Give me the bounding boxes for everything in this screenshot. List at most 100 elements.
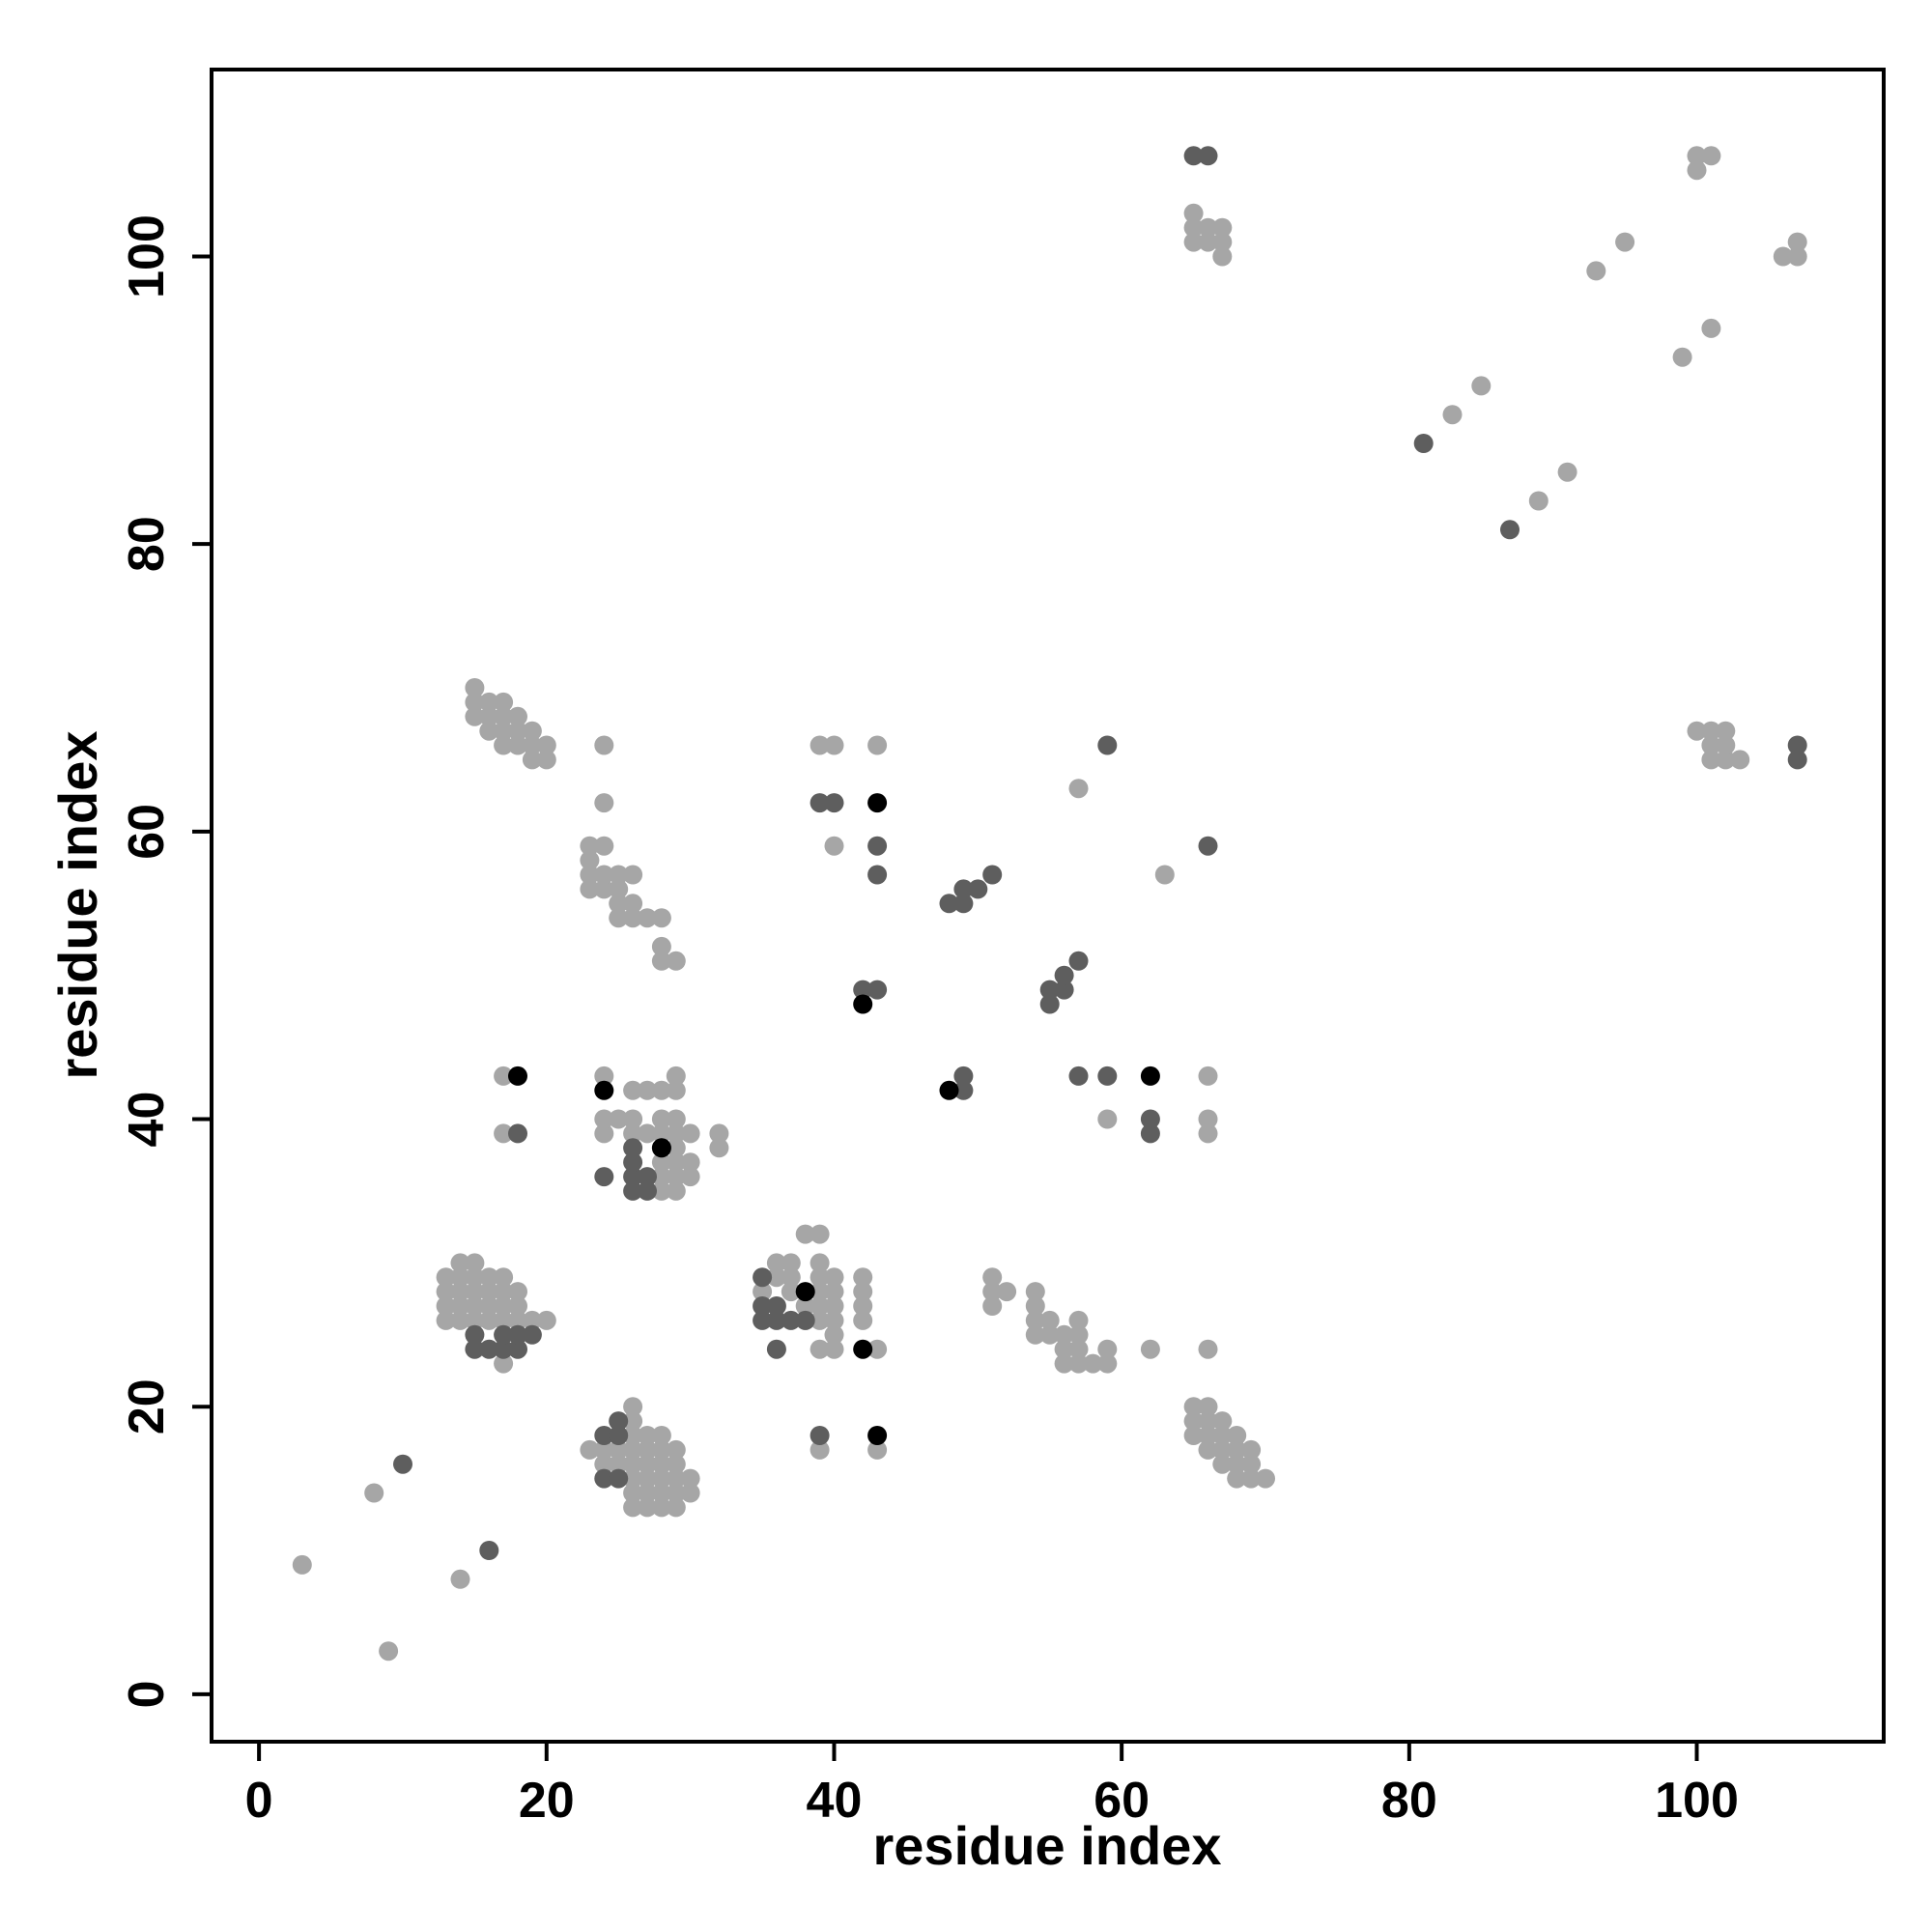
data-point-light-120	[594, 735, 614, 755]
data-point-light-81	[680, 1468, 700, 1489]
data-point-mid-10	[594, 1468, 614, 1489]
data-point-light-74	[651, 1426, 671, 1445]
data-point-light-122	[609, 894, 629, 914]
data-point-light-75	[666, 1497, 686, 1518]
data-point-light-97	[651, 1109, 671, 1129]
data-point-light-149	[824, 1339, 844, 1359]
data-point-light-24	[494, 1296, 514, 1316]
data-point-light-171	[1025, 1310, 1045, 1330]
data-point-light-84	[594, 1123, 614, 1144]
data-point-light-90	[623, 1080, 643, 1100]
data-point-light-110	[709, 1138, 729, 1158]
data-point-light-45	[522, 750, 542, 770]
data-point-light-119	[594, 793, 614, 813]
x-tick-label: 40	[807, 1773, 863, 1829]
data-point-light-131	[651, 908, 671, 928]
data-point-light-69	[651, 1497, 671, 1518]
data-point-light-79	[666, 1439, 686, 1460]
x-tick-label: 0	[245, 1773, 273, 1829]
data-point-light-105	[666, 1080, 686, 1100]
data-point-light-77	[666, 1468, 686, 1489]
data-point-light-188	[1183, 1426, 1204, 1445]
data-point-light-128	[638, 908, 657, 928]
data-point-mid-39	[939, 894, 959, 914]
data-point-light-94	[651, 1167, 671, 1187]
data-point-light-196	[1212, 1439, 1233, 1460]
data-point-light-33	[465, 692, 485, 712]
data-point-mid-62	[1787, 735, 1807, 755]
data-point-light-147	[810, 1253, 830, 1273]
data-point-light-73	[651, 1439, 671, 1460]
data-point-light-118	[594, 836, 614, 856]
data-point-light-177	[1054, 1339, 1074, 1359]
y-tick-label: 80	[119, 516, 175, 572]
data-point-light-102	[666, 1138, 686, 1158]
data-point-light-127	[623, 865, 643, 885]
data-point-light-58	[623, 1454, 643, 1474]
data-point-mid-2	[465, 1339, 485, 1359]
data-point-light-114	[580, 850, 600, 870]
data-point-light-85	[594, 1109, 614, 1129]
data-point-light-32	[465, 706, 485, 726]
y-tick-label: 100	[119, 214, 175, 298]
data-point-mid-56	[1198, 836, 1218, 856]
data-point-light-138	[781, 1253, 801, 1273]
data-point-light-153	[824, 1282, 844, 1302]
data-point-light-103	[666, 1123, 686, 1144]
data-point-light-133	[753, 1282, 773, 1302]
data-point-mid-55	[1140, 1109, 1160, 1129]
data-point-mid-21	[638, 1180, 657, 1201]
data-point-light-202	[1227, 1426, 1247, 1445]
data-point-light-178	[1054, 1324, 1074, 1345]
data-point-light-146	[810, 1267, 830, 1288]
data-point-light-26	[494, 1267, 514, 1288]
data-point-mid-48	[1054, 980, 1074, 1000]
data-point-light-129	[651, 951, 671, 971]
data-point-light-16	[465, 1267, 485, 1288]
data-point-light-10	[450, 1282, 470, 1302]
data-point-light-186	[1140, 1339, 1160, 1359]
data-point-mid-3	[465, 1324, 485, 1345]
data-point-light-189	[1183, 1411, 1204, 1432]
data-point-light-28	[508, 1296, 527, 1316]
data-point-light-239	[1716, 750, 1736, 770]
data-points	[292, 146, 1807, 1662]
data-point-light-192	[1198, 1426, 1218, 1445]
data-point-light-2	[379, 1641, 399, 1662]
data-point-light-23	[494, 1310, 514, 1330]
data-point-light-205	[1241, 1439, 1262, 1460]
data-point-light-49	[536, 735, 556, 755]
data-point-light-48	[536, 750, 556, 770]
data-point-light-60	[623, 1426, 643, 1445]
data-point-light-14	[465, 1296, 485, 1316]
data-point-light-30	[522, 1310, 542, 1330]
data-point-light-125	[623, 908, 643, 928]
data-point-light-227	[1672, 347, 1692, 367]
data-point-light-228	[1701, 318, 1721, 338]
data-point-light-71	[651, 1468, 671, 1489]
data-point-light-50	[580, 1439, 600, 1460]
data-point-light-107	[680, 1167, 700, 1187]
data-point-light-155	[853, 1310, 873, 1330]
data-point-light-237	[1701, 735, 1721, 755]
data-point-light-31	[536, 1310, 556, 1330]
data-point-light-220	[1212, 217, 1233, 238]
data-point-light-21	[479, 1267, 499, 1288]
data-point-light-27	[508, 1310, 527, 1330]
data-point-light-209	[1154, 865, 1175, 885]
data-point-light-216	[1198, 232, 1218, 252]
data-point-light-15	[465, 1282, 485, 1302]
y-axis-title: residue index	[47, 730, 108, 1079]
data-point-light-82	[494, 1123, 514, 1144]
data-point-light-225	[1586, 261, 1606, 281]
data-point-mid-44	[953, 1080, 974, 1100]
data-point-light-157	[853, 1282, 873, 1302]
data-point-mid-27	[766, 1339, 786, 1359]
data-point-light-161	[867, 1439, 888, 1460]
data-point-light-13	[465, 1310, 485, 1330]
data-point-mid-43	[982, 865, 1003, 885]
data-point-light-224	[1557, 462, 1577, 482]
data-point-mid-45	[953, 1065, 974, 1086]
data-point-light-167	[982, 1282, 1003, 1302]
data-point-light-36	[479, 706, 499, 726]
